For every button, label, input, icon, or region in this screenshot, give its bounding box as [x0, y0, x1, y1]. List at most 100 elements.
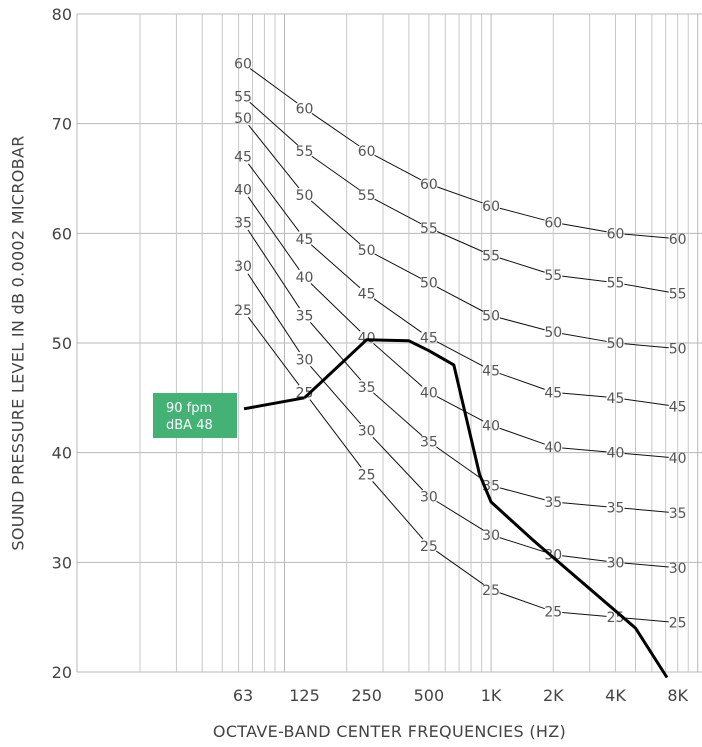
nc-curve-40-label: 40	[296, 270, 314, 286]
nc-curve-55-segment	[249, 101, 299, 146]
nc-curve-55-label: 55	[669, 287, 687, 303]
nc-curve-45-segment	[624, 398, 669, 406]
y-tick-label: 20	[52, 663, 72, 682]
nc-curve-60-label: 60	[607, 226, 625, 242]
nc-curve-40-label: 40	[544, 440, 562, 456]
nc-curve-60-segment	[499, 207, 545, 221]
nc-curve-25-label: 25	[234, 303, 252, 319]
nc-curve-25-label: 25	[482, 583, 500, 599]
nc-curve-55-segment	[499, 257, 545, 273]
nc-curve-30-label: 30	[296, 352, 314, 368]
nc-curve-45-segment	[310, 244, 361, 289]
nc-curve-40-label: 40	[669, 451, 687, 467]
callout-dba: dBA 48	[166, 418, 213, 433]
nc-curve-60-segment	[374, 154, 422, 181]
callout: 90 fpm dBA 48	[153, 393, 305, 438]
y-tick-label: 30	[52, 553, 72, 572]
nc-curve-30-segment	[310, 365, 362, 425]
nc-curve-35-segment	[310, 322, 362, 381]
nc-curve-45-segment	[373, 298, 422, 333]
measured-spectrum-line	[303, 338, 669, 679]
x-tick-label: 500	[414, 686, 445, 705]
nc-curve-25-segment	[435, 550, 485, 585]
nc-curve-35-segment	[435, 446, 485, 481]
nc-curve-55-label: 55	[544, 268, 562, 284]
x-tick-label: 63	[233, 686, 253, 705]
nc-curve-50-segment	[374, 253, 422, 279]
nc-curves: 60 60 60 60 60 60 60 60 55 55 55 55 55 55 55 55 50 50 50 50…	[234, 56, 687, 631]
nc-curve-60-segment	[311, 113, 360, 147]
nc-curve-45-label: 45	[296, 232, 314, 248]
nc-curve-60-segment	[562, 223, 607, 233]
nc-curve-50-label: 50	[420, 276, 438, 292]
nc-curve-40-segment	[310, 283, 361, 332]
nc-curve-25-label: 25	[420, 539, 438, 555]
nc-curve-35-label: 35	[420, 435, 438, 451]
nc-curve-35-label: 35	[607, 501, 625, 517]
nc-curve-55-label: 55	[296, 144, 314, 160]
nc-curve-25-segment	[372, 481, 424, 540]
x-tick-label: 250	[351, 686, 382, 705]
measured-spectrum	[303, 338, 669, 679]
nc-curve-50-segment	[436, 286, 484, 312]
nc-curve-30-label: 30	[669, 561, 687, 577]
nc-curve-55-segment	[311, 155, 360, 191]
nc-curve-40-label: 40	[420, 385, 438, 401]
x-tick-label: 1K	[481, 686, 502, 705]
nc-curve-30-label: 30	[358, 424, 376, 440]
nc-curve-30-segment	[499, 537, 545, 553]
nc-curve-30-label: 30	[482, 528, 500, 544]
x-tick-label: 2K	[543, 686, 564, 705]
nc-curve-60-label: 60	[358, 144, 376, 160]
nc-curve-50-label: 50	[607, 336, 625, 352]
grid	[76, 13, 702, 673]
nc-curve-40-segment	[436, 396, 484, 422]
nc-curve-25-segment	[624, 617, 669, 623]
nc-curve-30-segment	[372, 436, 424, 491]
nc-curve-30-segment	[562, 555, 607, 562]
nc-curve-40-label: 40	[607, 446, 625, 462]
nc-curve-35-segment	[624, 507, 669, 513]
y-tick-label: 40	[52, 444, 72, 463]
nc-curve-40-segment	[247, 196, 300, 271]
nc-curve-50-label: 50	[482, 309, 500, 325]
nc-curve-35-label: 35	[296, 309, 314, 325]
nc-curve-40-segment	[499, 427, 545, 445]
nc-curve-45-label: 45	[358, 287, 376, 303]
nc-curve-45-label: 45	[234, 150, 252, 166]
nc-curve-30-label: 30	[607, 555, 625, 571]
nc-curve-60-segment	[437, 186, 483, 204]
nc-curve-55-segment	[436, 231, 484, 253]
x-tick-label: 8K	[667, 686, 688, 705]
nc-curve-25-label: 25	[358, 468, 376, 484]
nc-curve-50-label: 50	[234, 111, 252, 127]
x-tick-label: 4K	[605, 686, 626, 705]
nc-curve-60-label: 60	[296, 101, 314, 117]
nc-curve-40-segment	[562, 447, 607, 453]
y-tick-label: 80	[52, 5, 72, 24]
nc-curve-30-segment	[247, 273, 300, 353]
nc-curve-55-segment	[374, 198, 422, 225]
x-axis-title: OCTAVE-BAND CENTER FREQUENCIES (HZ)	[213, 722, 566, 741]
nc-curve-25-segment	[499, 592, 545, 610]
axis-ticks: 20 30 40 50 60 70 80 63 125 250 500 1K 2K 4K 8K	[52, 5, 689, 705]
nc-curve-55-segment	[624, 283, 669, 293]
nc-curve-50-label: 50	[358, 243, 376, 259]
nc-curve-40-label: 40	[234, 182, 252, 198]
callout-box	[153, 393, 237, 438]
nc-curve-25-segment	[309, 399, 362, 468]
nc-curve-35-label: 35	[234, 215, 252, 231]
nc-curve-60-label: 60	[669, 232, 687, 248]
nc-curve-40-label: 40	[482, 418, 500, 434]
nc-curve-45-label: 45	[607, 391, 625, 407]
y-tick-label: 70	[52, 115, 72, 134]
nc-curve-35-segment	[499, 487, 545, 501]
nc-curve-25-label: 25	[669, 616, 687, 632]
nc-curve-45-label: 45	[544, 385, 562, 401]
nc-curve-55-label: 55	[482, 248, 500, 264]
nc-curve-30-segment	[624, 562, 669, 568]
nc-curve-50-label: 50	[296, 188, 314, 204]
nc-curve-50-segment	[562, 333, 607, 342]
nc-curve-35-segment	[373, 392, 423, 437]
